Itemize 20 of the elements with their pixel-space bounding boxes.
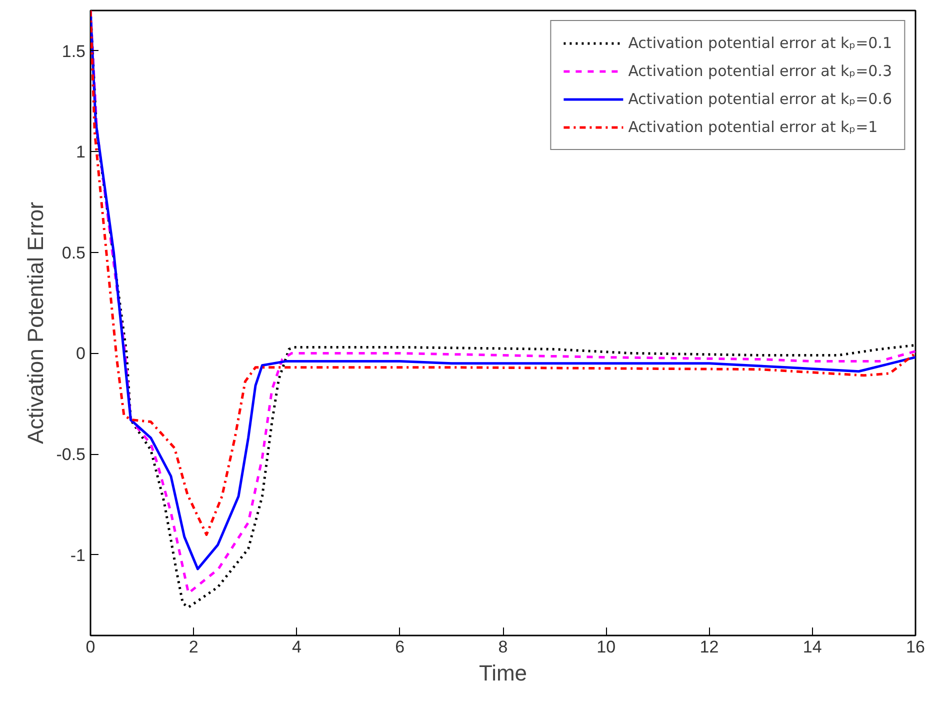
x-tick-label: 14	[802, 638, 822, 656]
x-tick-label: 4	[292, 638, 302, 656]
x-tick-label: 2	[188, 638, 198, 656]
x-axis-title: Time	[478, 660, 528, 686]
x-tick-label: 12	[700, 638, 719, 656]
y-axis-title: Activation Potential Error	[23, 202, 48, 444]
x-tick-label: 8	[498, 638, 508, 656]
y-tick-label: 0	[76, 344, 86, 364]
y-tick-label: -0.5	[56, 445, 86, 464]
x-tick-label: 6	[395, 638, 405, 656]
y-tick-label: 1.5	[62, 42, 86, 61]
legend-label: Activation potential error at kₚ=0.1	[628, 34, 892, 52]
x-tick-label: 16	[906, 638, 925, 656]
legend-label: Activation potential error at kₚ=1	[628, 118, 878, 136]
legend-label: Activation potential error at kₚ=0.6	[628, 90, 892, 108]
y-tick-label: 1	[76, 142, 86, 162]
y-tick-label: 0.5	[62, 243, 86, 262]
y-tick-label: -1	[70, 546, 86, 565]
x-tick-label: 10	[596, 638, 616, 656]
legend-label: Activation potential error at kₚ=0.3	[628, 62, 892, 80]
